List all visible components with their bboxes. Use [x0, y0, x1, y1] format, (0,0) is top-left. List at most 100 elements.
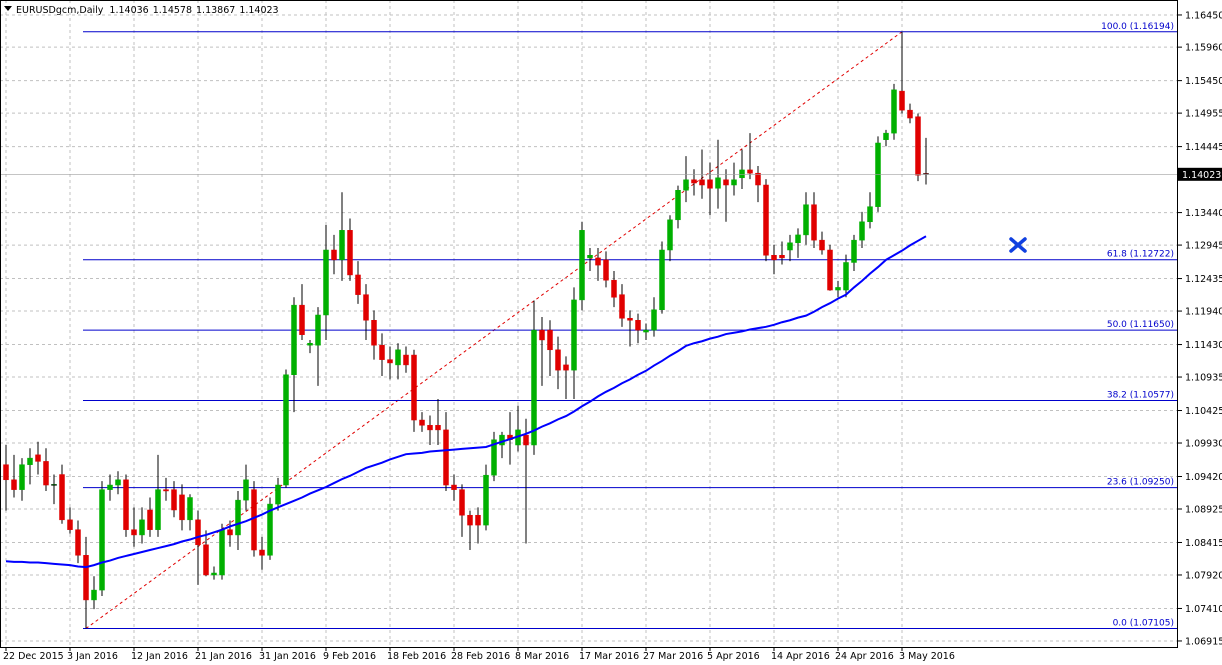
candle-body — [291, 304, 297, 375]
candle-body — [411, 354, 417, 421]
candle-body — [299, 304, 305, 335]
candle-body — [395, 349, 401, 366]
moving-average — [5, 235, 927, 569]
candle-body — [827, 249, 833, 291]
candle-body — [211, 572, 217, 576]
x-tick-label: 24 Apr 2016 — [835, 651, 894, 662]
candle-body — [99, 489, 105, 591]
candle-body — [643, 329, 649, 333]
candle-body — [675, 190, 681, 221]
candle-body — [795, 234, 801, 244]
grid — [0, 0, 1178, 647]
candle-body — [11, 479, 17, 490]
candle-body — [851, 239, 857, 263]
candle-body — [819, 239, 825, 251]
x-tick-label: 18 Feb 2016 — [387, 651, 446, 662]
candle-body — [139, 519, 145, 536]
y-tick-label: 1.09420 — [1185, 472, 1222, 483]
x-tick-label: 9 Feb 2016 — [323, 651, 376, 662]
x-tick-label: 28 Feb 2016 — [451, 651, 510, 662]
candle-body — [75, 529, 81, 556]
fib-label: 100.0 (1.16194) — [1101, 22, 1174, 32]
plot-frame — [0, 0, 1178, 648]
fib-label: 61.8 (1.12722) — [1107, 250, 1174, 260]
candle-body — [603, 259, 609, 281]
candle-body — [35, 454, 41, 462]
y-tick-label: 1.15450 — [1185, 76, 1222, 87]
fib-label: 50.0 (1.11650) — [1107, 320, 1174, 330]
candle-body — [363, 294, 369, 321]
candle-body — [731, 179, 737, 186]
candle-body — [315, 314, 321, 346]
candle-body — [379, 344, 385, 360]
candle-body — [355, 274, 361, 295]
fib-label: 23.6 (1.09250) — [1107, 478, 1174, 488]
candle-body — [451, 484, 457, 490]
x-tick-label: 3 Jan 2016 — [67, 651, 118, 662]
candle-body — [27, 457, 33, 465]
candle-body — [547, 329, 553, 351]
x-tick-label: 22 Dec 2015 — [3, 651, 64, 662]
header-open: 1.14036 — [109, 5, 148, 16]
y-tick-label: 1.06915 — [1185, 636, 1222, 647]
x-tick-label: 21 Jan 2016 — [195, 651, 252, 662]
candle-body — [107, 484, 113, 490]
y-tick-label: 1.08415 — [1185, 538, 1222, 549]
candle-body — [179, 494, 185, 521]
y-tick-label: 1.10935 — [1185, 373, 1222, 384]
x-tick-label: 12 Jan 2016 — [131, 651, 188, 662]
x-tick-label: 14 Apr 2016 — [771, 651, 830, 662]
y-tick-label: 1.11430 — [1185, 340, 1222, 351]
x-tick-label: 3 May 2016 — [899, 651, 955, 662]
candle-body — [419, 419, 425, 426]
price-label: 1.14023 — [1182, 170, 1221, 181]
candle-body — [283, 374, 289, 486]
candle-body — [323, 249, 329, 316]
candle-body — [371, 320, 377, 346]
candle-body — [875, 142, 881, 207]
x-tick-label: 27 Mar 2016 — [643, 651, 703, 662]
chart-header: EURUSDgcm,Daily 1.14036 1.14578 1.13867 1.14… — [16, 5, 279, 16]
candle-body — [619, 294, 625, 319]
candle-body — [235, 499, 241, 536]
header-close: 1.14023 — [239, 5, 278, 16]
menu-triangle — [4, 6, 12, 11]
candle-body — [427, 425, 433, 431]
candle-body — [859, 221, 865, 241]
candle-body — [779, 255, 785, 259]
candle-body — [555, 349, 561, 371]
candle-body — [523, 434, 529, 446]
candle-body — [227, 529, 233, 536]
candle-body — [443, 429, 449, 486]
candle-body — [915, 116, 921, 176]
candle-body — [843, 262, 849, 291]
candle-body — [43, 461, 49, 486]
candle-body — [347, 230, 353, 276]
candle-body — [531, 329, 537, 446]
candle-body — [659, 249, 665, 310]
candle-body — [667, 219, 673, 251]
candle-body — [611, 279, 617, 298]
candle-body — [307, 342, 313, 346]
candle-body — [59, 474, 65, 521]
candle-body — [459, 489, 465, 516]
candle-body — [747, 169, 753, 174]
candle-body — [187, 497, 193, 521]
candle-body — [891, 89, 897, 134]
candle-body — [627, 318, 633, 321]
candle-body — [635, 320, 641, 331]
y-tick-label: 1.12945 — [1185, 241, 1222, 252]
candle-body — [755, 172, 761, 186]
candle-body — [475, 514, 481, 526]
candle-body — [699, 179, 705, 186]
candle-body — [771, 255, 777, 261]
candle-body — [587, 255, 593, 259]
fib-label: 0.0 (1.07105) — [1113, 618, 1174, 628]
y-tick-label: 1.15960 — [1185, 43, 1222, 54]
candle-body — [723, 179, 729, 186]
fib-label: 38.2 (1.10577) — [1107, 391, 1174, 401]
fibonacci: 100.0 (1.16194) 61.8 (1.12722) 50.0 (1.116… — [83, 22, 1178, 629]
candle-body — [115, 479, 121, 486]
